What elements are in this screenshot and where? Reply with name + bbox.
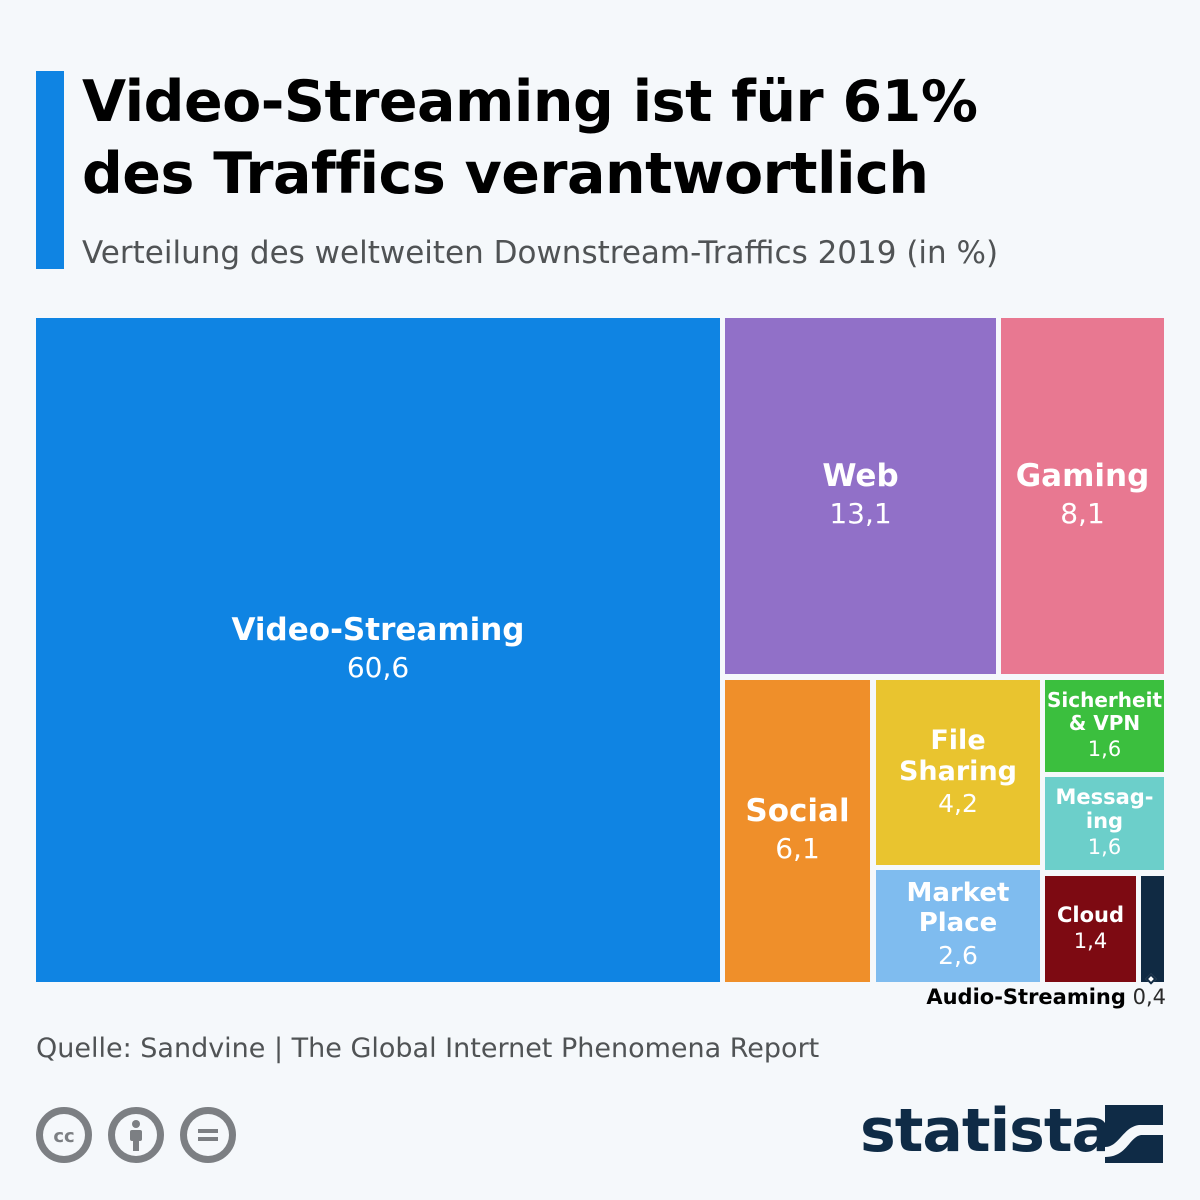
cc-icon[interactable]: cc (36, 1107, 92, 1163)
title-line-2: des Traffics verantwortlich (82, 141, 929, 207)
tile-value: 6,1 (775, 831, 820, 865)
tile-label: Sharing (898, 755, 1017, 787)
audio-streaming-external-label: Audio-Streaming 0,4 (926, 985, 1166, 1009)
tile-label: File (930, 724, 986, 756)
tile-value: 13,1 (829, 496, 892, 530)
tile-label: Video-Streaming (231, 612, 525, 649)
tile-value: 60,6 (346, 650, 410, 684)
treemap-tile-gaming: Gaming 8,1 (1001, 318, 1164, 674)
treemap-tile-social: Social 6,1 (725, 680, 870, 982)
tile-label: Web (822, 458, 899, 495)
source-note: Quelle: Sandvine | The Global Internet P… (36, 1033, 820, 1064)
accent-bar (36, 71, 64, 269)
tile-label: ing (1085, 809, 1124, 834)
treemap-tile-market-place: Market Place 2,6 (876, 870, 1040, 982)
chart-title: Video-Streaming ist für 61% des Traffics… (82, 66, 1182, 210)
treemap-tile-cloud: Cloud 1,4 (1045, 876, 1136, 982)
treemap-tile-audio-streaming (1141, 876, 1164, 982)
attribution-icon[interactable] (108, 1107, 164, 1163)
tile-value: 1,6 (1087, 736, 1122, 761)
treemap-tile-file-sharing: File Sharing 4,2 (876, 680, 1040, 865)
treemap-tile-sicherheit-vpn: Sicherheit & VPN 1,6 (1045, 680, 1164, 772)
no-derivatives-icon[interactable] (180, 1107, 236, 1163)
tile-label: Sicherheit (1047, 687, 1162, 712)
tile-label: Messag- (1055, 785, 1154, 810)
tile-value: 1,4 (1073, 928, 1108, 953)
audio-streaming-value: 0,4 (1132, 985, 1166, 1009)
tile-value: 4,2 (938, 788, 978, 818)
tile-value: 1,6 (1087, 835, 1122, 860)
treemap-tile-video-streaming: Video-Streaming 60,6 (36, 318, 720, 982)
tile-label: Cloud (1056, 902, 1125, 927)
tile-label: Gaming (1015, 458, 1150, 495)
tile-label: Social (745, 793, 850, 830)
tile-value: 2,6 (938, 941, 978, 971)
svg-text:cc: cc (53, 1126, 74, 1147)
tile-value: 8,1 (1060, 496, 1105, 530)
chart-subtitle: Verteilung des weltweiten Downstream-Tra… (82, 235, 999, 271)
treemap-tile-web: Web 13,1 (725, 318, 996, 674)
tile-label: Place (918, 908, 998, 939)
tile-label: & VPN (1068, 710, 1141, 735)
statista-wave-icon (1105, 1105, 1163, 1163)
statista-logo[interactable]: statista (860, 1096, 1112, 1166)
title-line-1: Video-Streaming ist für 61% (82, 69, 978, 135)
audio-streaming-label: Audio-Streaming (926, 985, 1126, 1009)
treemap-tile-messaging: Messag-ing 1,6 (1045, 777, 1164, 870)
tile-label: Market (906, 878, 1010, 909)
